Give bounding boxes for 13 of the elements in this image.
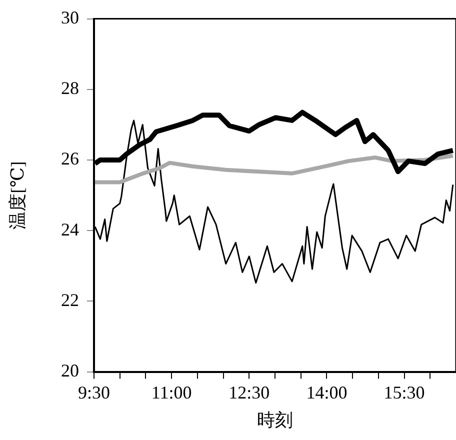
- x-tick-label: 15:30: [384, 382, 425, 402]
- y-axis-title: 温度[℃]: [8, 161, 28, 230]
- y-tick-label: 22: [61, 290, 79, 310]
- x-axis-title: 時刻: [257, 410, 293, 430]
- x-tick-label: 9:30: [78, 382, 110, 402]
- x-tick-label: 14:00: [306, 382, 348, 402]
- y-tick-label: 28: [61, 78, 79, 98]
- x-tick-label: 11:00: [151, 382, 192, 402]
- y-tick-label: 20: [61, 360, 79, 381]
- x-tick-label: 12:30: [228, 382, 270, 402]
- y-tick-label: 24: [61, 219, 79, 240]
- y-tick-label: 26: [61, 148, 79, 169]
- y-tick-label: 30: [61, 8, 79, 28]
